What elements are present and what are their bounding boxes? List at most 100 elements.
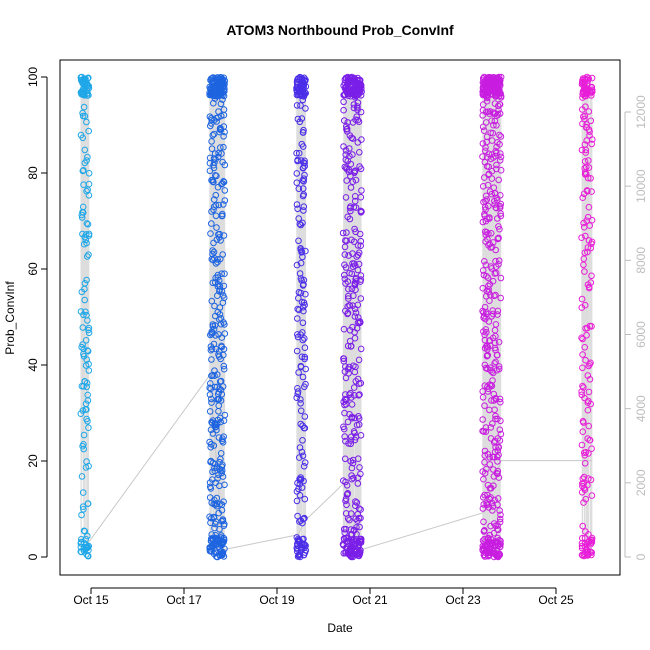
data-point	[588, 188, 595, 195]
data-point	[85, 84, 93, 92]
data-point	[297, 420, 305, 428]
data-point	[298, 115, 306, 122]
data-point	[483, 272, 490, 280]
data-point	[356, 230, 364, 238]
data-point	[344, 515, 352, 522]
data-point	[206, 113, 214, 120]
data-point	[294, 315, 301, 322]
data-point	[300, 126, 307, 134]
data-point	[221, 520, 228, 528]
data-point	[578, 234, 585, 241]
data-point	[356, 391, 363, 398]
data-point	[494, 467, 502, 475]
data-point	[299, 373, 307, 381]
data-point	[491, 339, 499, 347]
chart-title: ATOM3 Northbound Prob_ConvInf	[226, 22, 454, 38]
data-point	[589, 136, 596, 143]
data-point	[84, 347, 92, 355]
data-point	[585, 422, 593, 430]
data-point	[340, 425, 348, 433]
data-point	[299, 253, 306, 261]
data-point	[351, 313, 359, 320]
data-point	[347, 389, 354, 397]
data-point	[354, 106, 361, 114]
data-point	[301, 495, 309, 503]
data-point	[585, 108, 593, 115]
data-point	[350, 104, 358, 112]
data-point	[481, 204, 489, 211]
data-point	[343, 125, 351, 133]
data-point	[207, 385, 215, 393]
data-point	[208, 138, 215, 145]
data-point	[354, 116, 362, 124]
data-point	[220, 201, 227, 208]
data-point	[342, 194, 350, 201]
data-point	[496, 507, 503, 514]
data-point	[340, 325, 348, 333]
data-point	[301, 301, 308, 309]
data-point	[301, 162, 309, 170]
data-point	[497, 192, 504, 199]
x-tick-label: Oct 15	[73, 593, 109, 607]
data-point	[302, 105, 309, 112]
data-point	[349, 151, 356, 158]
data-point	[350, 238, 358, 245]
data-point	[352, 176, 360, 184]
data-point	[218, 469, 225, 477]
data-point	[486, 461, 494, 468]
data-point	[220, 232, 228, 239]
data-point	[207, 443, 214, 451]
data-point	[357, 272, 365, 279]
data-point	[302, 290, 309, 298]
y-axis-label: Prob_ConvInf	[3, 281, 17, 355]
data-point	[295, 369, 302, 376]
data-point	[208, 220, 215, 227]
data-point	[487, 291, 494, 299]
data-point	[493, 204, 500, 212]
data-point	[584, 248, 591, 256]
data-point	[217, 450, 225, 457]
data-point	[301, 424, 309, 432]
data-point	[579, 351, 586, 358]
y2-tick-label: 2000	[634, 469, 648, 496]
data-point	[581, 301, 589, 309]
data-point	[79, 134, 86, 142]
data-point	[220, 143, 227, 151]
data-point	[579, 428, 587, 436]
data-point	[479, 267, 487, 274]
data-point	[80, 445, 87, 453]
data-point	[357, 506, 364, 513]
data-point	[340, 106, 347, 114]
data-point	[345, 285, 352, 293]
data-point	[479, 505, 487, 512]
data-point	[78, 473, 86, 480]
data-point	[492, 291, 499, 299]
data-point	[82, 308, 89, 316]
data-point	[301, 514, 308, 522]
data-point	[492, 321, 500, 328]
data-point	[344, 213, 352, 221]
data-point	[84, 253, 91, 260]
data-point	[585, 450, 592, 457]
data-point	[80, 441, 87, 448]
data-point	[494, 447, 502, 454]
data-point	[588, 539, 596, 546]
data-point	[582, 149, 590, 156]
data-point	[581, 115, 588, 123]
data-point	[293, 497, 301, 505]
data-point	[497, 73, 505, 81]
data-point	[494, 526, 502, 534]
data-point	[295, 485, 302, 493]
data-point	[81, 146, 89, 154]
data-point	[584, 406, 592, 414]
data-point	[497, 94, 505, 101]
data-point	[495, 443, 503, 451]
data-point	[85, 82, 93, 90]
data-point	[221, 481, 228, 489]
data-point	[221, 161, 229, 169]
data-point	[356, 523, 363, 531]
data-point	[297, 289, 305, 297]
data-point	[80, 431, 88, 439]
data-point	[296, 270, 304, 277]
data-point	[489, 507, 496, 514]
